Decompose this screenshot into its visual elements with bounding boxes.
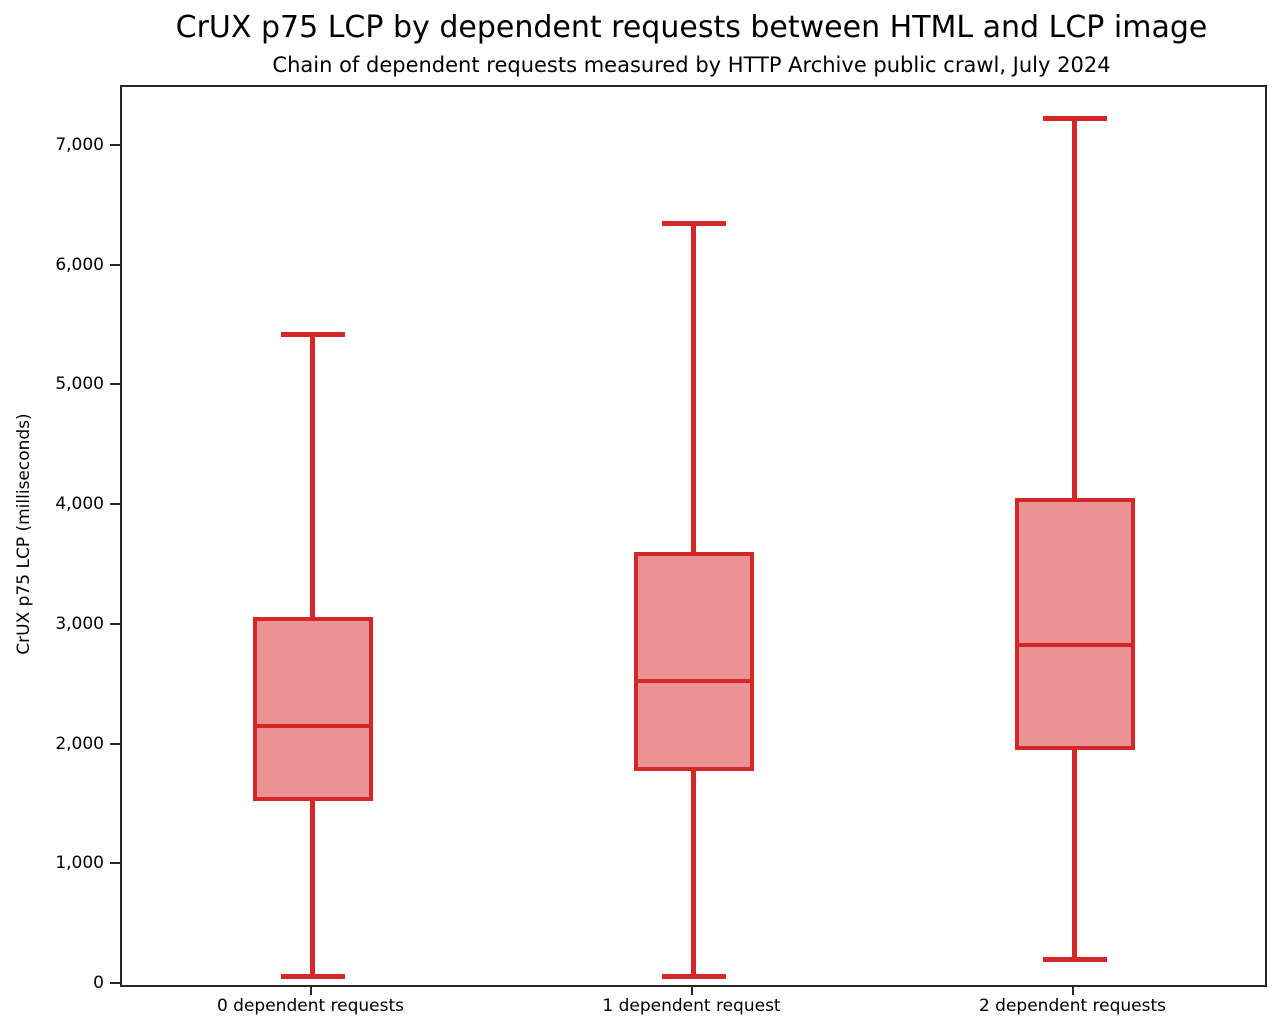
y-tick-label: 4,000 (55, 494, 104, 515)
y-tick-mark (110, 503, 120, 506)
iqr-box (633, 551, 754, 771)
y-tick-label: 7,000 (55, 134, 104, 155)
median-line (1018, 642, 1131, 647)
y-tick-label: 1,000 (55, 853, 104, 874)
y-tick-mark (110, 263, 120, 266)
x-tick-mark (1071, 985, 1074, 995)
y-tick-mark (110, 383, 120, 386)
plot-area (120, 85, 1267, 987)
y-tick-mark (110, 862, 120, 865)
lower-whisker-cap (661, 974, 726, 980)
y-tick-label: 3,000 (55, 613, 104, 634)
upper-whisker-cap (280, 332, 345, 338)
upper-whisker-cap (661, 220, 726, 226)
upper-whisker (1072, 118, 1077, 498)
x-tick-mark (309, 985, 312, 995)
x-tick-label: 2 dependent requests (978, 996, 1167, 1016)
upper-whisker (310, 334, 315, 618)
x-tick-mark (690, 985, 693, 995)
lower-whisker (1072, 750, 1077, 960)
lower-whisker-cap (280, 973, 345, 979)
y-tick-mark (110, 143, 120, 146)
x-tick-label: 1 dependent request (602, 996, 781, 1016)
upper-whisker-cap (1042, 115, 1107, 121)
iqr-box (1014, 497, 1135, 751)
lower-whisker-cap (1042, 956, 1107, 962)
chart-subtitle: Chain of dependent requests measured by … (272, 53, 1111, 77)
y-tick-label: 5,000 (55, 374, 104, 395)
median-line (256, 724, 369, 729)
iqr-box (252, 617, 373, 801)
y-tick-mark (110, 622, 120, 625)
y-tick-mark (110, 982, 120, 984)
upper-whisker (691, 223, 696, 552)
lower-whisker (310, 800, 315, 977)
y-tick-label: 0 (93, 973, 104, 993)
chart-title: CrUX p75 LCP by dependent requests betwe… (175, 10, 1208, 45)
lower-whisker (691, 770, 696, 977)
y-tick-label: 6,000 (55, 254, 104, 275)
x-tick-label: 0 dependent requests (216, 996, 405, 1016)
y-tick-mark (110, 742, 120, 745)
median-line (637, 678, 750, 683)
y-tick-label: 2,000 (55, 733, 104, 754)
